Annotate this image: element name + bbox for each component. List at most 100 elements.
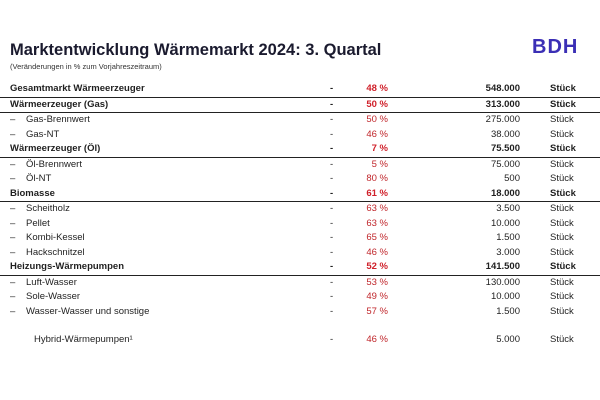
row-unit: Stück xyxy=(550,98,576,110)
row-dash: – xyxy=(10,276,16,288)
row-sign: - xyxy=(330,246,334,258)
row-label: – Öl-NT xyxy=(10,172,51,187)
row-label-text: Biomasse xyxy=(10,187,55,199)
row-unit: Stück xyxy=(550,173,574,184)
row-dash: – xyxy=(10,246,16,258)
row-label: – Sole-Wasser xyxy=(10,290,80,305)
row-label: – Öl-Brennwert xyxy=(10,158,82,173)
row-label-text: Kombi-Kessel xyxy=(26,232,85,243)
row-label-text: Luft-Wasser xyxy=(26,276,77,288)
row-sign: - xyxy=(330,232,334,243)
row-sign: - xyxy=(330,203,334,214)
row-value: 130.000 xyxy=(485,276,520,288)
row-sign: - xyxy=(330,334,334,345)
row-label-text: Sole-Wasser xyxy=(26,291,81,302)
row-dash: – xyxy=(10,203,16,214)
page-title: Marktentwicklung Wärmemarkt 2024: 3. Qua… xyxy=(10,41,382,59)
table-row: – Luft-Wasser - 53 % 130.000 Stück xyxy=(0,276,600,291)
row-percent: 63 % xyxy=(366,203,388,214)
row-label-text: Hybrid-Wärmepumpen¹ xyxy=(34,334,133,345)
row-sign: - xyxy=(330,217,334,229)
row-unit: Stück xyxy=(550,114,574,125)
row-unit: Stück xyxy=(550,246,574,258)
row-label-text: Wärmeerzeuger (Gas) xyxy=(10,98,109,110)
row-percent: 53 % xyxy=(366,276,388,288)
row-unit: Stück xyxy=(550,128,574,140)
row-sign: - xyxy=(330,143,334,154)
row-unit: Stück xyxy=(550,83,576,94)
row-label-text: Wärmeerzeuger (Öl) xyxy=(10,143,101,154)
row-value: 75.500 xyxy=(490,143,520,154)
row-unit: Stück xyxy=(550,305,574,317)
row-unit: Stück xyxy=(550,291,574,302)
table-row: – Hackschnitzel - 46 % 3.000 Stück xyxy=(0,246,600,261)
row-label: Gesamtmarkt Wärmeerzeuger xyxy=(10,82,145,97)
row-label: – Kombi-Kessel xyxy=(10,231,85,246)
row-sign: - xyxy=(330,114,334,125)
table-row: Gesamtmarkt Wärmeerzeuger - 48 % 548.000 Stü… xyxy=(0,82,600,98)
row-dash: – xyxy=(10,173,16,184)
table-row: – Wasser-Wasser und sonstige - 57 % 1.500 Stü… xyxy=(0,305,600,320)
row-value: 38.000 xyxy=(490,128,520,140)
row-percent: 50 % xyxy=(366,114,388,125)
row-value: 141.500 xyxy=(485,261,520,272)
row-percent: 80 % xyxy=(366,173,388,184)
table-row: Hybrid-Wärmepumpen¹ - 46 % 5.000 Stück xyxy=(0,333,600,348)
row-value: 275.000 xyxy=(485,114,520,125)
row-sign: - xyxy=(330,158,334,170)
row-label: – Gas-Brennwert xyxy=(10,113,90,128)
page-subtitle: (Veränderungen in % zum Vorjahreszeitrau… xyxy=(10,62,162,71)
table-row: – Scheitholz - 63 % 3.500 Stück xyxy=(0,202,600,217)
row-label-text: Heizungs-Wärmepumpen xyxy=(10,261,125,272)
row-percent: 49 % xyxy=(366,291,388,302)
row-percent: 7 % xyxy=(371,143,388,154)
row-percent: 46 % xyxy=(366,246,388,258)
row-value: 10.000 xyxy=(490,291,520,302)
row-dash: – xyxy=(10,114,16,125)
row-label-text: Hackschnitzel xyxy=(26,246,85,258)
row-sign: - xyxy=(330,305,334,317)
row-label-text: Öl-Brennwert xyxy=(26,158,82,170)
row-dash: – xyxy=(10,232,16,243)
row-label: – Pellet xyxy=(10,217,50,232)
row-label-text: Gas-NT xyxy=(26,128,60,140)
row-percent: 52 % xyxy=(366,261,388,272)
table-row: – Gas-Brennwert - 50 % 275.000 Stück xyxy=(0,113,600,128)
row-percent: 61 % xyxy=(366,187,388,199)
table-row: Heizungs-Wärmepumpen - 52 % 141.500 Stück xyxy=(0,260,600,276)
row-label: Heizungs-Wärmepumpen xyxy=(10,260,124,275)
row-unit: Stück xyxy=(550,187,576,199)
row-percent: 57 % xyxy=(366,305,388,317)
row-label-text: Scheitholz xyxy=(26,203,70,214)
row-label-text: Gesamtmarkt Wärmeerzeuger xyxy=(10,83,145,94)
row-unit: Stück xyxy=(550,217,574,229)
row-unit: Stück xyxy=(550,203,574,214)
row-label-text: Öl-NT xyxy=(26,173,52,184)
row-percent: 48 % xyxy=(366,83,388,94)
table-row: – Sole-Wasser - 49 % 10.000 Stück xyxy=(0,290,600,305)
row-value: 1.500 xyxy=(496,232,520,243)
row-unit: Stück xyxy=(550,158,574,170)
row-value: 313.000 xyxy=(485,98,520,110)
row-label-text: Wasser-Wasser und sonstige xyxy=(26,305,150,317)
row-value: 548.000 xyxy=(485,83,520,94)
market-table: Gesamtmarkt Wärmeerzeuger - 48 % 548.000 Stü… xyxy=(0,82,600,348)
table-row: – Kombi-Kessel - 65 % 1.500 Stück xyxy=(0,231,600,246)
row-sign: - xyxy=(330,98,334,110)
row-dash: – xyxy=(10,291,16,302)
row-sign: - xyxy=(330,187,334,199)
row-value: 3.500 xyxy=(496,203,520,214)
row-sign: - xyxy=(330,261,334,272)
row-label: Biomasse xyxy=(10,187,55,202)
row-sign: - xyxy=(330,291,334,302)
table-row: Biomasse - 61 % 18.000 Stück xyxy=(0,187,600,202)
row-label: Wärmeerzeuger (Öl) xyxy=(10,142,100,157)
row-value: 18.000 xyxy=(490,187,520,199)
row-unit: Stück xyxy=(550,334,574,345)
row-unit: Stück xyxy=(550,276,574,288)
row-unit: Stück xyxy=(550,143,576,154)
row-sign: - xyxy=(330,128,334,140)
row-sign: - xyxy=(330,173,334,184)
row-value: 500 xyxy=(504,173,520,184)
table-row: – Öl-Brennwert - 5 % 75.000 Stück xyxy=(0,158,600,173)
